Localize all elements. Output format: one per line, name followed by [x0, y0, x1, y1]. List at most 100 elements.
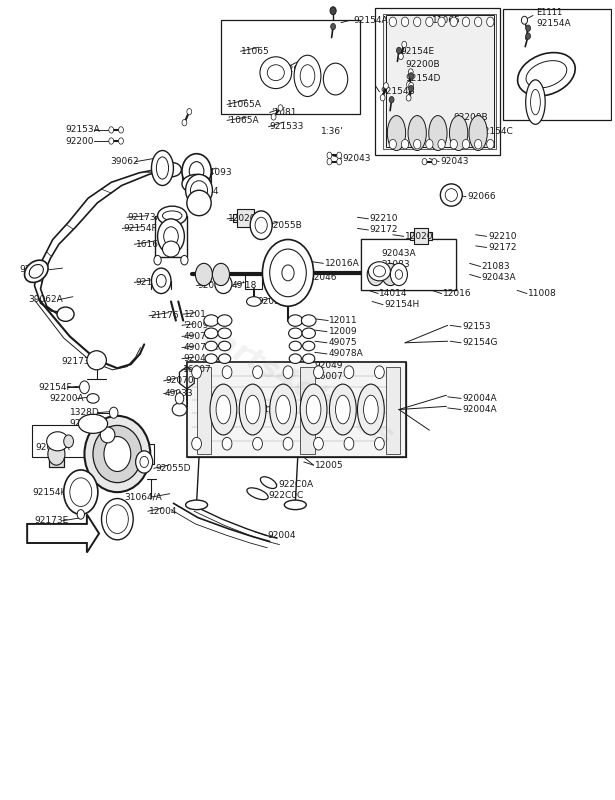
Ellipse shape: [303, 354, 315, 363]
Text: 12046: 12046: [309, 273, 337, 282]
Circle shape: [406, 94, 411, 101]
Text: 16007: 16007: [183, 366, 212, 374]
Ellipse shape: [205, 342, 217, 350]
Circle shape: [438, 139, 445, 149]
Ellipse shape: [189, 162, 204, 181]
Text: 12020: 12020: [228, 214, 257, 223]
Ellipse shape: [270, 384, 296, 435]
Ellipse shape: [104, 437, 131, 471]
Text: 49078: 49078: [183, 332, 212, 341]
Circle shape: [409, 82, 413, 89]
Circle shape: [380, 94, 385, 101]
Circle shape: [263, 239, 314, 306]
Text: 92004A: 92004A: [462, 394, 497, 403]
Text: 92043A: 92043A: [382, 250, 416, 258]
Circle shape: [77, 510, 84, 519]
Text: 49'18: 49'18: [231, 281, 256, 290]
Bar: [187, 362, 407, 457]
Ellipse shape: [363, 395, 378, 424]
Text: 92172: 92172: [370, 226, 398, 234]
Circle shape: [402, 42, 407, 48]
Circle shape: [337, 152, 341, 158]
Text: FRONT: FRONT: [36, 529, 79, 538]
Ellipse shape: [182, 174, 211, 194]
Text: 21083: 21083: [482, 262, 510, 271]
Ellipse shape: [300, 384, 327, 435]
Bar: [143, 445, 154, 463]
Ellipse shape: [167, 226, 177, 231]
Text: 92154F: 92154F: [38, 382, 72, 392]
Text: '1081: '1081: [271, 108, 296, 117]
Text: 92055E: 92055E: [282, 65, 316, 74]
Ellipse shape: [276, 395, 290, 424]
Ellipse shape: [294, 55, 321, 97]
Circle shape: [389, 97, 394, 103]
Ellipse shape: [323, 63, 347, 95]
Text: 92033: 92033: [258, 297, 286, 306]
Circle shape: [462, 17, 470, 26]
Text: '2009: '2009: [183, 321, 208, 330]
Bar: [386, 366, 400, 454]
Ellipse shape: [303, 342, 315, 350]
Ellipse shape: [187, 190, 211, 216]
Text: 1:36': 1:36': [321, 127, 344, 136]
Circle shape: [283, 366, 293, 378]
Circle shape: [271, 114, 276, 120]
Text: 39062: 39062: [110, 157, 138, 166]
Text: 92070: 92070: [165, 377, 194, 386]
Bar: [245, 274, 263, 289]
Circle shape: [413, 17, 421, 26]
Circle shape: [486, 139, 494, 149]
Ellipse shape: [210, 384, 237, 435]
Ellipse shape: [526, 80, 545, 124]
Circle shape: [367, 263, 384, 286]
Text: 92173A: 92173A: [128, 213, 162, 222]
Ellipse shape: [87, 350, 106, 370]
Circle shape: [175, 393, 184, 404]
Ellipse shape: [157, 206, 187, 226]
Bar: [502, 9, 611, 120]
Text: 92055B: 92055B: [268, 221, 302, 230]
Text: 12020: 12020: [405, 232, 434, 241]
Ellipse shape: [330, 384, 356, 435]
Ellipse shape: [162, 221, 182, 236]
Text: 92154I: 92154I: [32, 488, 63, 497]
Text: 92200B: 92200B: [454, 113, 488, 122]
Text: 49078A: 49078A: [183, 343, 218, 352]
Text: 14014: 14014: [379, 289, 408, 298]
Circle shape: [327, 152, 332, 158]
Ellipse shape: [218, 342, 231, 350]
Ellipse shape: [302, 328, 315, 338]
Circle shape: [222, 438, 232, 450]
Ellipse shape: [218, 328, 231, 338]
Ellipse shape: [301, 315, 316, 326]
Ellipse shape: [391, 263, 408, 286]
Circle shape: [402, 139, 409, 149]
Text: 92049: 92049: [315, 361, 343, 370]
Ellipse shape: [247, 488, 268, 500]
Bar: [187, 362, 407, 457]
Text: 92055D: 92055D: [155, 464, 191, 473]
Text: 921533: 921533: [270, 122, 304, 131]
Circle shape: [522, 16, 528, 24]
Circle shape: [109, 407, 118, 418]
Circle shape: [486, 17, 494, 26]
Ellipse shape: [136, 451, 153, 473]
Ellipse shape: [373, 266, 386, 277]
Text: 11065A: 11065A: [227, 100, 262, 109]
Ellipse shape: [215, 274, 232, 294]
Ellipse shape: [78, 414, 108, 434]
Ellipse shape: [445, 189, 458, 202]
Circle shape: [181, 255, 188, 265]
Circle shape: [432, 158, 437, 165]
Text: 92055A: 92055A: [36, 443, 71, 452]
Ellipse shape: [162, 162, 181, 177]
Ellipse shape: [526, 61, 567, 88]
Ellipse shape: [218, 354, 231, 363]
Text: 92200A: 92200A: [49, 394, 84, 403]
Bar: [361, 238, 456, 290]
Text: 92173: 92173: [20, 266, 49, 274]
Text: 92173B: 92173B: [70, 419, 105, 428]
Bar: [221, 20, 360, 114]
Text: 92055C: 92055C: [198, 281, 232, 290]
